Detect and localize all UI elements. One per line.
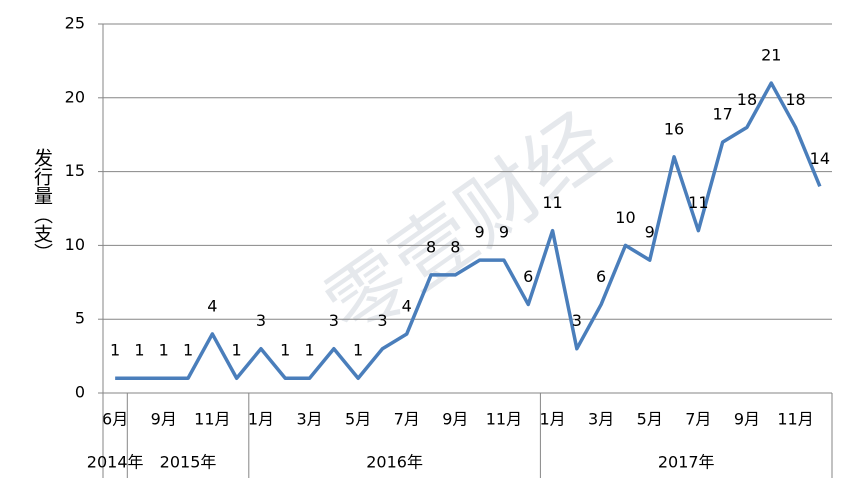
x-tick-label: 1月 (248, 410, 274, 429)
x-tick-label: 11月 (486, 410, 522, 429)
group-label: 2017年 (658, 453, 715, 472)
data-label: 1 (280, 341, 290, 360)
data-label: 18 (737, 90, 757, 109)
x-tick-label: 7月 (685, 410, 711, 429)
data-label: 17 (712, 105, 732, 124)
data-label: 1 (159, 341, 169, 360)
data-label: 16 (664, 119, 684, 138)
group-label: 2016年 (366, 453, 423, 472)
data-label: 8 (426, 237, 436, 256)
data-label: 11 (688, 193, 708, 212)
line (115, 81, 822, 380)
data-label: 18 (785, 90, 805, 109)
data-label: 1 (304, 341, 314, 360)
data-label: 14 (810, 149, 830, 168)
data-label: 9 (499, 223, 509, 242)
x-tick-label: 9月 (151, 410, 177, 429)
y-tick-label: 0 (75, 383, 85, 402)
x-tick-label: 3月 (588, 410, 614, 429)
x-tick-label: 5月 (637, 410, 663, 429)
data-label: 4 (207, 296, 217, 315)
data-label: 6 (523, 267, 533, 286)
data-label: 9 (475, 223, 485, 242)
data-label: 3 (377, 311, 387, 330)
group-label: 2015年 (160, 453, 217, 472)
y-tick-label: 20 (65, 87, 85, 106)
y-axis-label: 发行量（支） (31, 148, 53, 262)
x-tick-label: 11月 (777, 410, 813, 429)
data-label: 1 (183, 341, 193, 360)
data-label: 3 (329, 311, 339, 330)
x-tick-label: 9月 (442, 410, 468, 429)
data-label: 1 (134, 341, 144, 360)
x-tick-label: 1月 (539, 410, 565, 429)
y-tick-label: 10 (65, 235, 85, 254)
y-tick-label: 25 (65, 14, 85, 33)
data-label: 8 (450, 237, 460, 256)
data-label: 1 (232, 341, 242, 360)
data-label: 10 (615, 208, 635, 227)
data-label: 9 (645, 223, 655, 242)
x-tick-label: 7月 (394, 410, 420, 429)
y-tick-label: 5 (75, 309, 85, 328)
data-label: 4 (402, 296, 412, 315)
data-label: 6 (596, 267, 606, 286)
group-label: 2014年 (87, 453, 144, 472)
y-tick-label: 15 (65, 161, 85, 180)
data-label: 11 (542, 193, 562, 212)
x-tick-label: 6月 (102, 410, 128, 429)
x-tick-label: 3月 (296, 410, 322, 429)
data-label: 3 (572, 311, 582, 330)
data-label: 3 (256, 311, 266, 330)
x-tick-label: 5月 (345, 410, 371, 429)
data-label: 1 (353, 341, 363, 360)
data-label: 1 (110, 341, 120, 360)
data-label: 21 (761, 46, 781, 65)
x-tick-label: 11月 (194, 410, 230, 429)
x-tick-label: 9月 (734, 410, 760, 429)
